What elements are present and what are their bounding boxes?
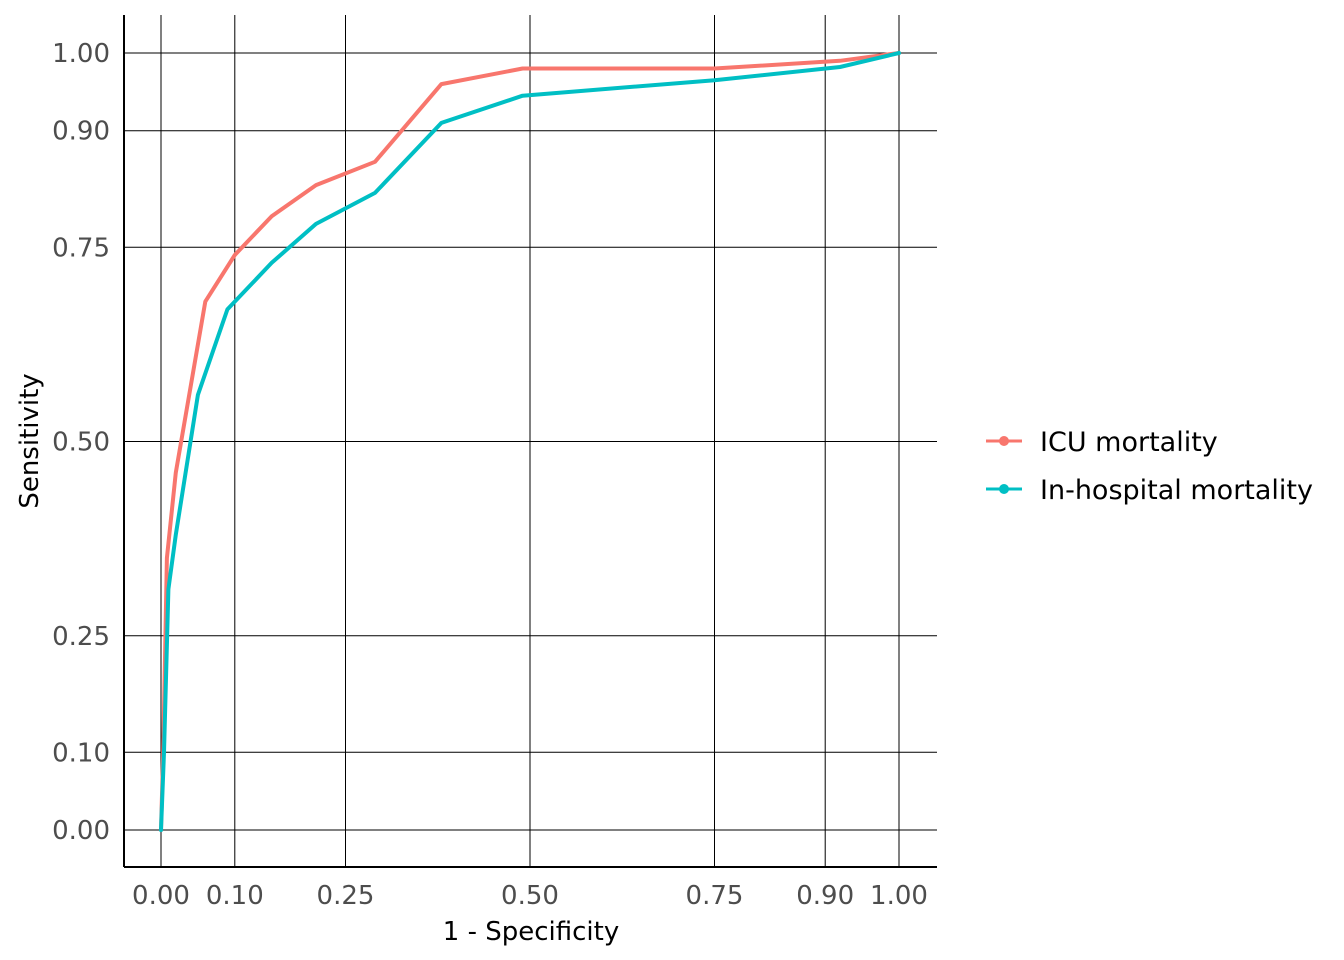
- y-tick-label-0: 0.00: [52, 816, 110, 846]
- legend: ICU mortality In-hospital mortality: [986, 427, 1313, 506]
- series-lines: [159, 51, 901, 832]
- y-axis-title: Sensitivity: [15, 373, 45, 508]
- grid-lines: [124, 15, 937, 867]
- y-tick-label-1: 0.10: [52, 738, 110, 768]
- x-tick-label-2: 0.25: [317, 881, 375, 911]
- series-line-1: [159, 51, 901, 832]
- legend-key-dot-1: [999, 484, 1009, 494]
- x-tick-label-1: 0.10: [206, 881, 264, 911]
- legend-key-dot-0: [999, 436, 1009, 446]
- x-tick-label-0: 0.00: [132, 881, 190, 911]
- legend-label-0: ICU mortality: [1040, 427, 1218, 458]
- x-axis-title: 1 - Specificity: [443, 917, 619, 947]
- y-tick-label-5: 0.90: [52, 117, 110, 147]
- x-tick-label-5: 0.90: [796, 881, 854, 911]
- x-tick-label-6: 1.00: [870, 881, 928, 911]
- y-tick-label-6: 1.00: [52, 39, 110, 69]
- x-tick-label-3: 0.50: [501, 881, 559, 911]
- y-tick-label-4: 0.75: [52, 233, 110, 263]
- x-tick-labels: 0.00 0.10 0.25 0.50 0.75 0.90 1.00: [132, 881, 928, 911]
- y-tick-labels: 0.00 0.10 0.25 0.50 0.75 0.90 1.00: [52, 39, 110, 846]
- y-tick-label-3: 0.50: [52, 428, 110, 458]
- series-line-0: [159, 51, 901, 832]
- legend-label-1: In-hospital mortality: [1040, 475, 1313, 506]
- y-tick-label-2: 0.25: [52, 622, 110, 652]
- x-tick-label-4: 0.75: [686, 881, 744, 911]
